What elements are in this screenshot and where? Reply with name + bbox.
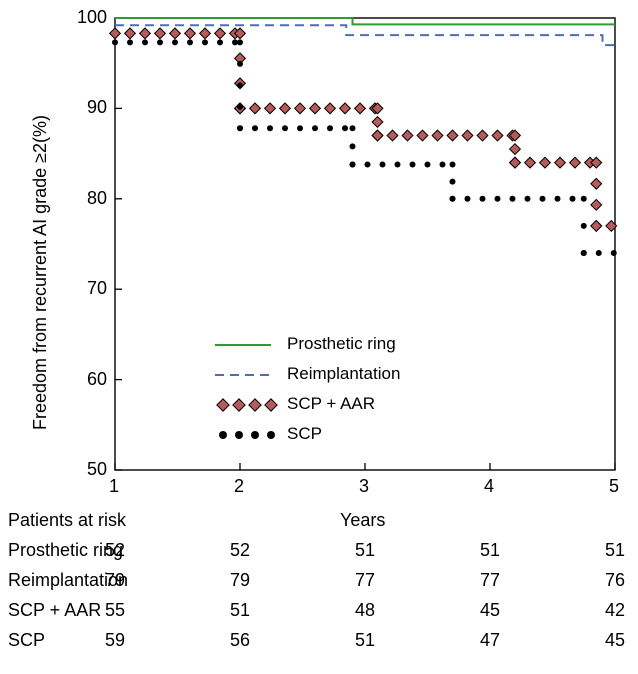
risk-cell: 76 [605, 570, 625, 591]
x-axis-title: Years [340, 510, 385, 531]
legend-item-label: SCP [287, 424, 322, 444]
risk-cell: 51 [605, 540, 625, 561]
risk-cell: 52 [230, 540, 250, 561]
risk-cell: 79 [230, 570, 250, 591]
risk-cell: 42 [605, 600, 625, 621]
risk-cell: 47 [480, 630, 500, 651]
risk-cell: 77 [355, 570, 375, 591]
risk-cell: 51 [355, 540, 375, 561]
risk-cell: 79 [105, 570, 125, 591]
x-tick-label: 1 [109, 476, 119, 497]
legend-item-label: Prosthetic ring [287, 334, 396, 354]
table-row: Prosthetic ring5252515151 [0, 540, 638, 568]
x-tick-label: 2 [234, 476, 244, 497]
y-tick-label: 90 [87, 97, 107, 118]
risk-cell: 45 [480, 600, 500, 621]
risk-cell: 55 [105, 600, 125, 621]
table-row: Reimplantation7979777776 [0, 570, 638, 598]
y-axis-title: Freedom from recurrent AI grade ≥2(%) [30, 115, 51, 430]
risk-cell: 45 [605, 630, 625, 651]
risk-cell: 51 [355, 630, 375, 651]
y-tick-label: 100 [77, 7, 107, 28]
risk-row-label: SCP + AAR [8, 600, 101, 621]
risk-cell: 56 [230, 630, 250, 651]
y-tick-label: 50 [87, 459, 107, 480]
risk-cell: 51 [480, 540, 500, 561]
x-tick-label: 5 [609, 476, 619, 497]
risk-cell: 51 [230, 600, 250, 621]
legend-item-label: Reimplantation [287, 364, 400, 384]
risk-row-label: SCP [8, 630, 45, 651]
risk-cell: 77 [480, 570, 500, 591]
risk-table-header: Patients at risk [8, 510, 126, 531]
y-tick-label: 60 [87, 369, 107, 390]
risk-cell: 48 [355, 600, 375, 621]
risk-cell: 59 [105, 630, 125, 651]
table-row: SCP + AAR55 51 48 45 42 [0, 600, 638, 628]
y-tick-label: 80 [87, 188, 107, 209]
y-tick-label: 70 [87, 278, 107, 299]
table-row: SCP 59 56 51 47 45 [0, 630, 638, 658]
x-tick-label: 4 [484, 476, 494, 497]
legend-item-label: SCP + AAR [287, 394, 375, 414]
x-tick-label: 3 [359, 476, 369, 497]
figure-container: Freedom from recurrent AI grade ≥2(%) 50… [0, 0, 638, 674]
risk-cell: 52 [105, 540, 125, 561]
